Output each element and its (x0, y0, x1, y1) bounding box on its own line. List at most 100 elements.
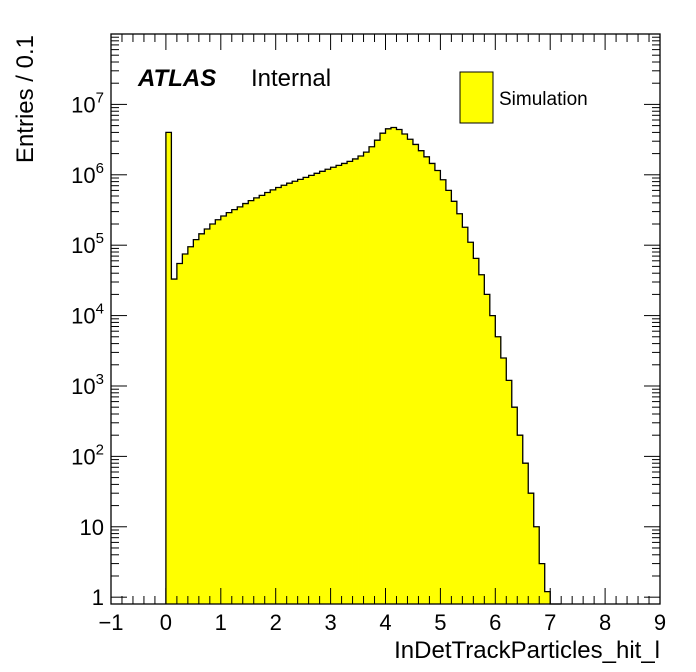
histogram-bin-43 (401, 133, 408, 604)
histogram-outline (165, 126, 562, 605)
histogram-bin-65 (522, 463, 529, 604)
histogram-bin-5 (193, 239, 200, 604)
histogram-bin-54 (462, 227, 469, 605)
histogram-bin-61 (500, 357, 507, 604)
histogram-bin-28 (319, 171, 326, 604)
histogram-bin-58 (484, 294, 491, 604)
histogram-bin-19 (270, 189, 277, 605)
histogram-bin-53 (456, 213, 463, 604)
x-tick-label: 8 (599, 610, 611, 635)
histogram-bin-59 (489, 315, 496, 604)
histogram-bin-69 (544, 591, 551, 604)
histogram-bin-8 (209, 224, 216, 604)
histogram-bin-62 (506, 380, 513, 604)
histogram-bin-7 (204, 228, 211, 605)
histogram-bin-10 (220, 215, 227, 604)
histogram-bin-20 (275, 187, 282, 605)
histogram-bin-1 (171, 279, 178, 604)
y-tick-label: 106 (71, 160, 104, 188)
histogram-bin-41 (390, 127, 397, 605)
histogram-bin-67 (533, 526, 540, 604)
legend-label-simulation: Simulation (499, 89, 588, 110)
x-tick-label: 2 (270, 610, 282, 635)
plot-area (110, 33, 661, 605)
histogram-bin-57 (478, 274, 485, 604)
histogram-bin-42 (396, 129, 403, 604)
histogram-bin-13 (237, 206, 244, 604)
histogram-bin-60 (495, 336, 502, 604)
histogram-bin-46 (418, 150, 425, 604)
histogram-bin-24 (297, 179, 304, 604)
legend: Simulation (459, 71, 588, 124)
histogram-bin-38 (374, 140, 381, 604)
histogram-bin-25 (303, 177, 310, 604)
histogram-bin-4 (187, 246, 194, 604)
histogram-bin-9 (215, 219, 222, 604)
histogram-bin-31 (336, 165, 342, 604)
histogram-bin-3 (182, 253, 189, 605)
x-tick-label: 1 (215, 610, 227, 635)
histogram-bin-15 (248, 200, 255, 604)
histogram-bin-36 (363, 152, 370, 605)
internal-label: Internal (251, 65, 331, 92)
x-tick-label: 3 (324, 610, 336, 635)
histogram-bin-30 (330, 167, 337, 604)
histogram-bin-45 (412, 144, 419, 604)
histogram-bin-2 (176, 263, 183, 604)
histogram-bin-51 (445, 190, 452, 604)
histogram-bin-23 (292, 181, 299, 604)
histogram-bin-14 (242, 203, 249, 604)
x-tick-label: 6 (489, 610, 501, 635)
histogram-bin-35 (358, 155, 364, 604)
histogram-bin-64 (517, 435, 524, 604)
x-tick-label: −1 (98, 610, 123, 635)
x-tick-label: 7 (544, 610, 556, 635)
histogram-bin-44 (407, 139, 414, 605)
histogram-bin-40 (385, 128, 392, 604)
y-tick-label: 107 (71, 89, 104, 117)
histogram-bin-16 (253, 197, 260, 604)
y-tick-label: 103 (71, 371, 104, 399)
atlas-label: ATLAS (137, 65, 216, 92)
histogram-bin-52 (451, 201, 458, 604)
histogram-bin-56 (473, 258, 480, 604)
histogram-bin-55 (467, 242, 474, 604)
histogram-bin-6 (198, 233, 205, 604)
y-tick-label: 1 (92, 585, 104, 610)
y-tick-label: 102 (71, 441, 104, 469)
histogram-bin-37 (369, 146, 375, 604)
histogram-bin-22 (286, 183, 293, 604)
histogram-bin-21 (281, 185, 288, 605)
histogram-bin-49 (434, 170, 441, 604)
histogram-bin-33 (347, 161, 353, 604)
histogram-bin-26 (308, 175, 315, 604)
y-tick-label: 10 (80, 515, 104, 540)
histogram-bin-68 (539, 563, 546, 604)
histogram-bin-66 (528, 493, 535, 604)
legend-swatch-simulation (459, 71, 494, 124)
histogram-bin-0 (165, 132, 172, 604)
x-tick-label: 9 (654, 610, 666, 635)
x-tick-label: 4 (379, 610, 391, 635)
histogram-bin-18 (264, 192, 271, 605)
histogram-bin-12 (231, 209, 238, 604)
y-tick-label: 105 (71, 230, 104, 258)
histogram-bin-27 (314, 173, 321, 604)
histogram-bin-11 (226, 212, 233, 604)
histogram-bin-29 (325, 169, 331, 604)
x-axis-title: InDetTrackParticles_hit_l (394, 637, 660, 664)
histogram-bin-63 (511, 407, 518, 604)
histogram-bin-34 (352, 158, 359, 605)
histogram-bin-39 (380, 133, 386, 605)
histogram-bin-32 (341, 163, 348, 605)
y-axis: 1 10 102 103 104 105 106 107 (71, 36, 660, 610)
y-tick-label: 104 (71, 301, 104, 329)
histogram-bin-48 (429, 163, 436, 605)
histogram-bin-47 (423, 156, 430, 604)
histogram-bin-17 (259, 195, 266, 604)
x-tick-label: 5 (434, 610, 446, 635)
y-axis-title: Entries / 0.1 (12, 35, 39, 163)
x-axis: −1 0 1 2 3 4 5 6 7 8 9 (98, 34, 666, 635)
x-tick-label: 0 (160, 610, 172, 635)
